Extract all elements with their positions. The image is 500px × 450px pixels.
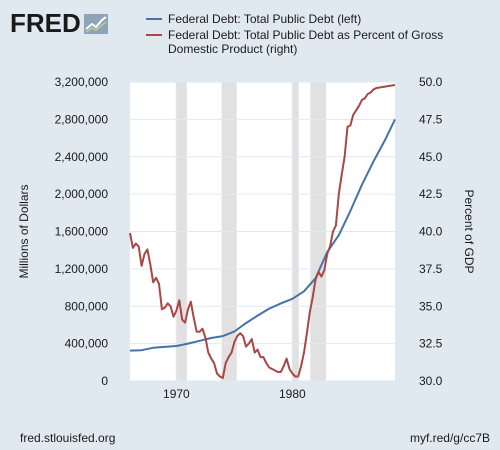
legend-item-debt: Federal Debt: Total Public Debt (left) xyxy=(146,12,468,26)
short-url-link[interactable]: myf.red/g/cc7B xyxy=(409,431,490,445)
y-tick-label-right: 42.5 xyxy=(419,187,443,201)
y-tick-label-left: 0 xyxy=(101,374,108,388)
y-tick-label-right: 37.5 xyxy=(419,262,443,276)
line-chart-icon xyxy=(83,13,108,34)
y-tick-label-left: 3,200,000 xyxy=(55,75,109,89)
y-tick-label-left: 2,800,000 xyxy=(55,112,109,126)
legend-swatch-debt-gdp xyxy=(146,34,162,36)
y-tick-label-right: 30.0 xyxy=(419,374,443,388)
x-tick-label: 1970 xyxy=(163,387,190,401)
y-tick-label-right: 35.0 xyxy=(419,299,443,313)
series-line-debt-percent-gdp[interactable] xyxy=(129,84,396,379)
legend-label-debt-gdp: Federal Debt: Total Public Debt as Perce… xyxy=(168,28,444,56)
fred-logo[interactable]: FRED xyxy=(10,8,108,39)
chart-legend: Federal Debt: Total Public Debt (left) F… xyxy=(146,12,468,58)
y-axis-title-right: Percent of GDP xyxy=(462,189,476,273)
y-tick-label-right: 40.0 xyxy=(419,225,443,239)
y-tick-label-right: 45.0 xyxy=(419,150,443,164)
y-tick-label-left: 2,000,000 xyxy=(55,187,109,201)
series-line-total-public-debt[interactable] xyxy=(129,118,396,352)
x-tick-label: 1980 xyxy=(279,387,306,401)
y-tick-label-left: 800,000 xyxy=(65,299,109,313)
legend-item-debt-gdp: Federal Debt: Total Public Debt as Perce… xyxy=(146,28,468,56)
legend-swatch-debt xyxy=(146,18,162,20)
source-link[interactable]: fred.stlouisfed.org xyxy=(20,431,116,445)
y-tick-label-left: 1,200,000 xyxy=(55,262,109,276)
logo-text: FRED xyxy=(10,8,81,38)
y-axis-title-left: Millions of Dollars xyxy=(17,184,31,278)
legend-label-debt: Federal Debt: Total Public Debt (left) xyxy=(168,12,362,26)
y-tick-label-left: 2,400,000 xyxy=(55,150,109,164)
y-tick-label-right: 47.5 xyxy=(419,112,443,126)
y-tick-label-right: 50.0 xyxy=(419,75,443,89)
y-tick-label-right: 32.5 xyxy=(419,337,443,351)
y-tick-label-left: 1,600,000 xyxy=(55,225,109,239)
y-tick-label-left: 400,000 xyxy=(65,337,109,351)
